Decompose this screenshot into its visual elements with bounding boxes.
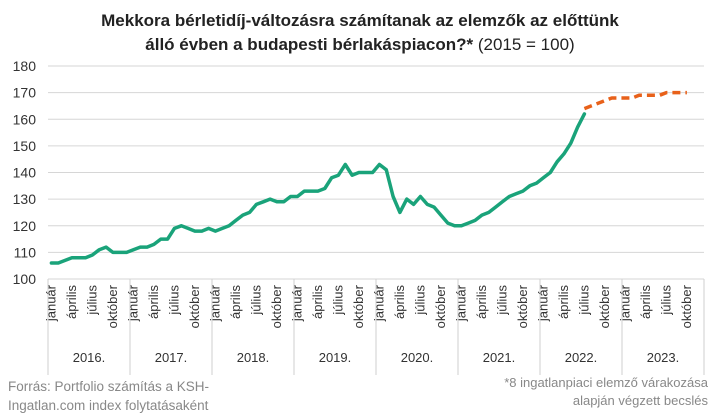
x-tick-label: július (412, 285, 427, 316)
x-tick-label: január (535, 284, 550, 322)
x-tick-label: október (515, 284, 530, 328)
source-line2: Ingatlan.com index folytatásaként (8, 398, 209, 413)
x-tick-label: október (597, 284, 612, 328)
y-tick-label-180: 180 (13, 58, 37, 74)
x-tick-label: október (187, 284, 202, 328)
x-tick-label: április (228, 285, 243, 319)
year-label: 2016. (73, 350, 106, 365)
year-label: 2020. (401, 350, 434, 365)
x-tick-label: július (494, 285, 509, 316)
x-tick-label: április (474, 285, 489, 319)
chart-title-line2: álló évben a budapesti bérlakáspiacon?* … (145, 35, 574, 54)
x-tick-label: január (207, 284, 222, 322)
x-tick-label: július (576, 285, 591, 316)
note-line2: alapján végzett becslés (573, 393, 709, 408)
actual-line (49, 112, 587, 265)
grid (48, 65, 704, 280)
note-line1: *8 ingatlanpiaci elemző várakozása (504, 375, 709, 390)
y-tick-label-140: 140 (13, 165, 37, 181)
series-lines (49, 90, 687, 265)
x-tick-label: július (84, 285, 99, 316)
year-label: 2022. (565, 350, 598, 365)
y-tick-label-120: 120 (13, 218, 37, 234)
y-axis: 100 110 120 130 140 150 160 170 180 (13, 58, 37, 287)
x-tick-label: július (166, 285, 181, 316)
x-tick-label: április (556, 285, 571, 319)
year-label: 2017. (155, 350, 188, 365)
x-tick-label: október (105, 284, 120, 328)
year-label: 2023. (647, 350, 680, 365)
y-tick-label-170: 170 (13, 85, 37, 101)
y-tick-label-110: 110 (14, 244, 37, 260)
x-tick-label: október (351, 284, 366, 328)
x-tick-label: október (679, 284, 694, 328)
forecast-line (583, 90, 687, 111)
x-tick-label: április (310, 285, 325, 319)
year-label: 2019. (319, 350, 352, 365)
y-tick-label-130: 130 (13, 191, 37, 207)
year-label: 2021. (483, 350, 516, 365)
y-tick-label-160: 160 (13, 111, 37, 127)
y-tick-label-150: 150 (13, 138, 37, 154)
chart-title-line1: Mekkora bérletidíj-változásra számítanak… (101, 11, 619, 30)
x-tick-label: július (248, 285, 263, 316)
chart-title-line2-bold: álló évben a budapesti bérlakáspiacon?* (145, 35, 473, 54)
x-tick-label: január (617, 284, 632, 322)
chart-title-line2-rest: (2015 = 100) (473, 35, 575, 54)
x-tick-label: január (289, 284, 304, 322)
y-tick-label-100: 100 (13, 271, 37, 287)
x-tick-label: január (43, 284, 58, 322)
source-line1: Forrás: Portfolio számítás a KSH- (8, 379, 209, 394)
x-axis: január április július október 2016. január ápr… (43, 279, 705, 375)
x-tick-label: január (371, 284, 386, 322)
x-tick-label: április (64, 285, 79, 319)
x-tick-label: április (638, 285, 653, 319)
x-tick-label: július (658, 285, 673, 316)
year-label: 2018. (237, 350, 270, 365)
x-tick-label: október (433, 284, 448, 328)
x-tick-label: április (146, 285, 161, 319)
x-tick-label: január (125, 284, 140, 322)
x-tick-label: október (269, 284, 284, 328)
x-tick-label: július (330, 285, 345, 316)
x-tick-label: január (453, 284, 468, 322)
x-tick-label: április (392, 285, 407, 319)
